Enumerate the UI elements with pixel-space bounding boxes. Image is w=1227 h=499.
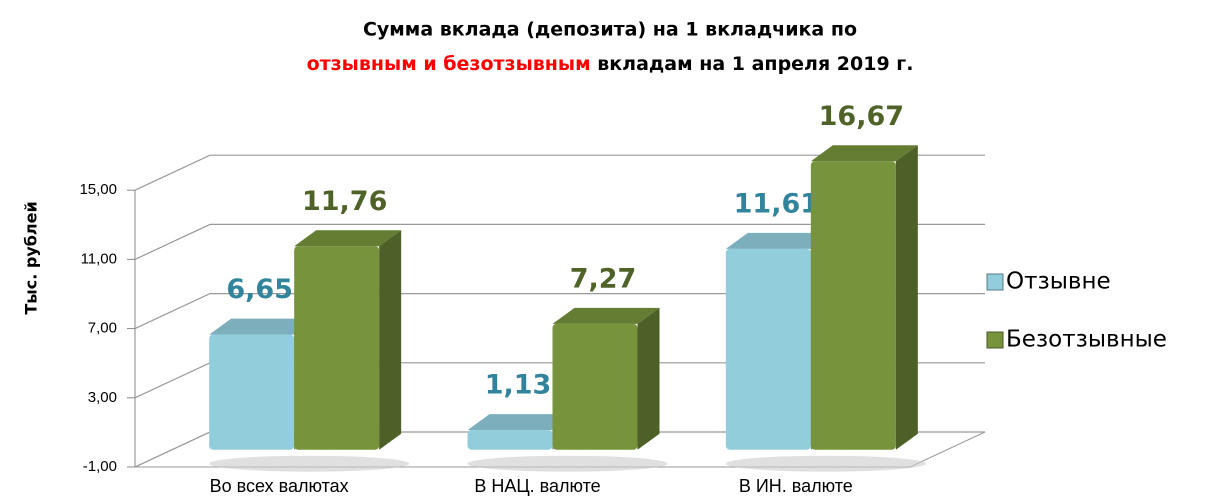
bar (552, 323, 638, 450)
y-tick-label: 11,00 (81, 250, 117, 267)
y-tick-label: 7,00 (88, 320, 117, 337)
y-axis-label: Тыс. рублей (22, 201, 41, 314)
bar-shadow (467, 455, 668, 472)
bar (810, 161, 896, 450)
bar-top (810, 145, 918, 162)
bar (294, 246, 380, 450)
x-tick-label: В ИН. валюте (739, 476, 853, 496)
y-tick-label: 3,00 (88, 389, 117, 406)
bar-top (725, 232, 833, 249)
legend-label: Безотзывные (1006, 327, 1167, 353)
bar-top (552, 307, 660, 324)
grid-line (134, 154, 985, 191)
y-tick-label: -1,00 (83, 458, 117, 475)
legend-swatch (986, 273, 1004, 291)
value-label: 6,65 (226, 274, 293, 305)
chart-title: Сумма вклада (депозита) на 1 вкладчика п… (363, 19, 857, 41)
y-tick-label: 15,00 (79, 181, 117, 198)
value-label: 11,76 (302, 186, 387, 217)
bar-side (379, 230, 402, 450)
grid-line (134, 223, 985, 260)
title-highlight: отзывным и безотзывным (307, 53, 591, 75)
bar-side (895, 145, 918, 450)
x-tick-label: В НАЦ. валюте (474, 476, 600, 496)
chart-title-line2: отзывным и безотзывным вкладам на 1 апре… (307, 53, 914, 75)
value-label: 7,27 (570, 263, 637, 294)
legend-label: Отзывне (1006, 269, 1111, 295)
title-rest: вкладам на 1 апреля 2019 г. (597, 53, 913, 75)
bar-top (467, 414, 575, 431)
bar-top (294, 230, 402, 247)
bar-side (637, 307, 660, 450)
value-label: 1,13 (485, 370, 552, 401)
bar-top (209, 318, 317, 335)
bar (209, 334, 295, 450)
bar-shadow (725, 455, 926, 472)
legend-swatch (986, 331, 1004, 349)
value-label: 11,61 (734, 188, 819, 219)
bar (467, 430, 553, 450)
x-tick-label: Во всех валютах (210, 476, 349, 496)
value-label: 16,67 (819, 101, 904, 132)
bar (725, 248, 811, 450)
bar-shadow (209, 455, 410, 472)
